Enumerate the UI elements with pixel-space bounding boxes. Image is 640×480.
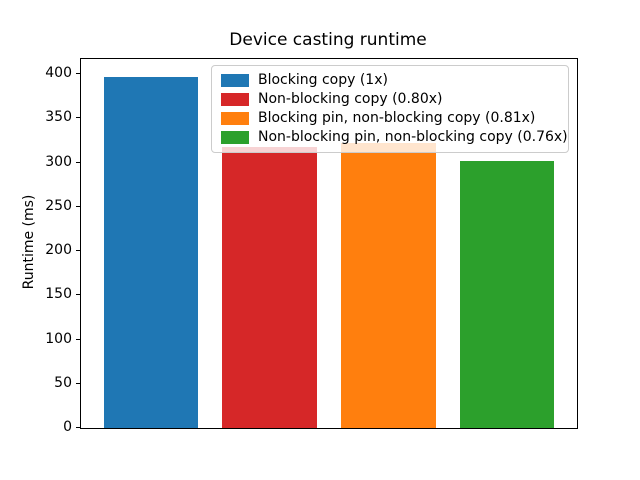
y-tick-label: 300 [45,153,72,170]
y-tick-mark [76,117,80,119]
legend: Blocking copy (1x) Non-blocking copy (0.8… [211,65,569,153]
y-tick-label: 100 [45,330,72,347]
legend-row: Non-blocking pin, non-blocking copy (0.7… [221,128,568,147]
legend-swatch-icon [221,131,249,144]
bar-2 [340,143,436,428]
legend-label: Non-blocking pin, non-blocking copy (0.7… [258,129,568,145]
legend-row: Blocking pin, non-blocking copy (0.81x) [221,109,559,128]
legend-row: Blocking copy (1x) [221,71,559,90]
y-tick-mark [76,161,80,163]
legend-swatch-icon [221,93,249,106]
bar-0 [103,76,199,428]
y-tick-mark [76,427,80,428]
y-tick-label: 200 [45,242,72,259]
legend-row: Non-blocking copy (0.80x) [221,90,559,109]
chart-title: Device casting runtime [229,30,427,50]
legend-swatch-icon [221,112,249,125]
y-tick-mark [76,73,80,75]
bar-3 [459,160,555,428]
legend-label: Blocking pin, non-blocking copy (0.81x) [258,110,536,126]
legend-label: Blocking copy (1x) [258,72,388,88]
plot-area: Blocking copy (1x) Non-blocking copy (0.8… [80,58,578,429]
y-tick-mark [76,382,80,384]
legend-label: Non-blocking copy (0.80x) [258,91,443,107]
y-tick-mark [76,338,80,340]
y-tick-mark [76,250,80,252]
y-tick-label: 400 [45,65,72,82]
bar-1 [222,146,318,428]
y-tick-label: 50 [54,374,72,391]
y-tick-mark [76,294,80,296]
y-tick-label: 250 [45,197,72,214]
y-tick-mark [76,205,80,207]
y-tick-label: 0 [63,419,72,435]
legend-swatch-icon [221,74,249,87]
y-tick-label: 150 [45,286,72,303]
y-tick-label: 350 [45,109,72,126]
